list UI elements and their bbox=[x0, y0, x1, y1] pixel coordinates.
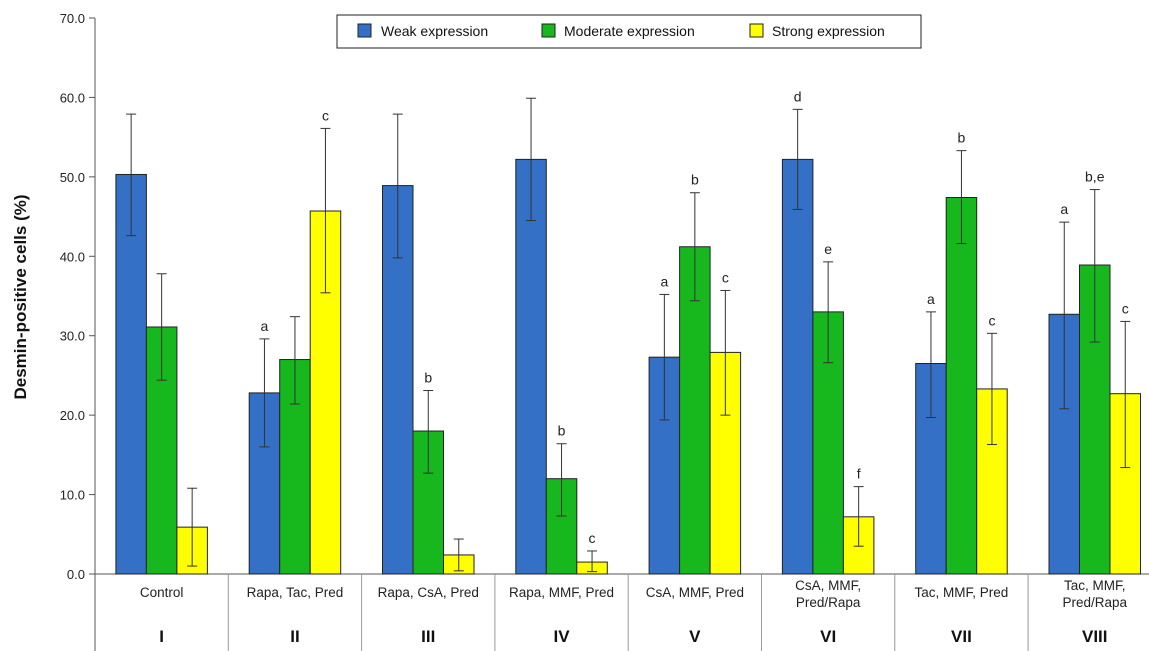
category-label: Rapa, Tac, Pred bbox=[247, 585, 344, 600]
significance-label: e bbox=[824, 241, 832, 257]
bar bbox=[679, 246, 711, 575]
y-tick-label: 20.0 bbox=[60, 408, 85, 423]
bar bbox=[515, 158, 547, 575]
legend-label-strong: Strong expression bbox=[772, 23, 885, 39]
bar bbox=[781, 158, 814, 575]
y-tick-label: 60.0 bbox=[60, 90, 85, 105]
significance-label: a bbox=[1060, 201, 1068, 217]
category-label: Pred/Rapa bbox=[1062, 595, 1127, 610]
category-label: Tac, MMF, Pred bbox=[915, 585, 1009, 600]
y-axis-label: Desmin-positive cells (%) bbox=[11, 194, 30, 399]
significance-label: b bbox=[558, 423, 566, 439]
significance-label: c bbox=[589, 530, 596, 546]
bar bbox=[115, 173, 147, 575]
significance-label: a bbox=[261, 318, 269, 334]
significance-label: d bbox=[794, 88, 802, 104]
significance-label: c bbox=[988, 312, 995, 328]
significance-label: b bbox=[424, 370, 432, 386]
category-labels: Control I Rapa, Tac, Pred II Rapa, CsA, Pred… bbox=[140, 578, 1128, 646]
significance-label: c bbox=[1122, 300, 1129, 316]
y-tick-label: 10.0 bbox=[60, 488, 85, 503]
group-label: VI bbox=[820, 627, 836, 646]
category-label: Tac, MMF, bbox=[1064, 578, 1126, 593]
group-label: VIII bbox=[1082, 627, 1108, 646]
y-tick-label: 40.0 bbox=[60, 249, 85, 264]
category-label: CsA, MMF, bbox=[795, 578, 861, 593]
significance-label: f bbox=[857, 466, 861, 482]
bar bbox=[545, 478, 578, 575]
category-label: Rapa, MMF, Pred bbox=[509, 585, 614, 600]
category-label: CsA, MMF, Pred bbox=[646, 585, 744, 600]
bar bbox=[945, 197, 978, 575]
significance-label: b bbox=[958, 130, 966, 146]
category-label: Rapa, CsA, Pred bbox=[378, 585, 479, 600]
significance-label: a bbox=[660, 273, 668, 289]
significance-label: a bbox=[927, 291, 935, 307]
significance-label: b,e bbox=[1085, 169, 1105, 185]
significance-label: b bbox=[691, 172, 699, 188]
significance-label: c bbox=[322, 107, 329, 123]
legend-swatch-weak bbox=[357, 23, 372, 38]
legend-box bbox=[336, 14, 922, 49]
legend-swatch-moderate bbox=[541, 23, 556, 38]
legend-label-weak: Weak expression bbox=[381, 23, 488, 39]
legend-swatch-strong bbox=[749, 23, 764, 38]
y-tick-label: 70.0 bbox=[60, 11, 85, 26]
bar bbox=[309, 210, 342, 575]
y-tick-label: 0.0 bbox=[67, 567, 85, 582]
bars: a a d a a b b b e b b,e c c c f c c bbox=[115, 88, 1141, 575]
legend-label-moderate: Moderate expression bbox=[564, 23, 695, 39]
group-label: II bbox=[290, 627, 299, 646]
group-label: VII bbox=[951, 627, 972, 646]
group-label: I bbox=[159, 627, 164, 646]
group-label: IV bbox=[554, 627, 571, 646]
group-label: V bbox=[689, 627, 701, 646]
y-tick-label: 30.0 bbox=[60, 329, 85, 344]
category-label: Pred/Rapa bbox=[796, 595, 861, 610]
group-label: III bbox=[421, 627, 435, 646]
category-label: Control bbox=[140, 585, 184, 600]
significance-label: c bbox=[722, 269, 729, 285]
y-tick-label: 50.0 bbox=[60, 170, 85, 185]
legend: Weak expression Moderate expression Stro… bbox=[336, 14, 922, 49]
